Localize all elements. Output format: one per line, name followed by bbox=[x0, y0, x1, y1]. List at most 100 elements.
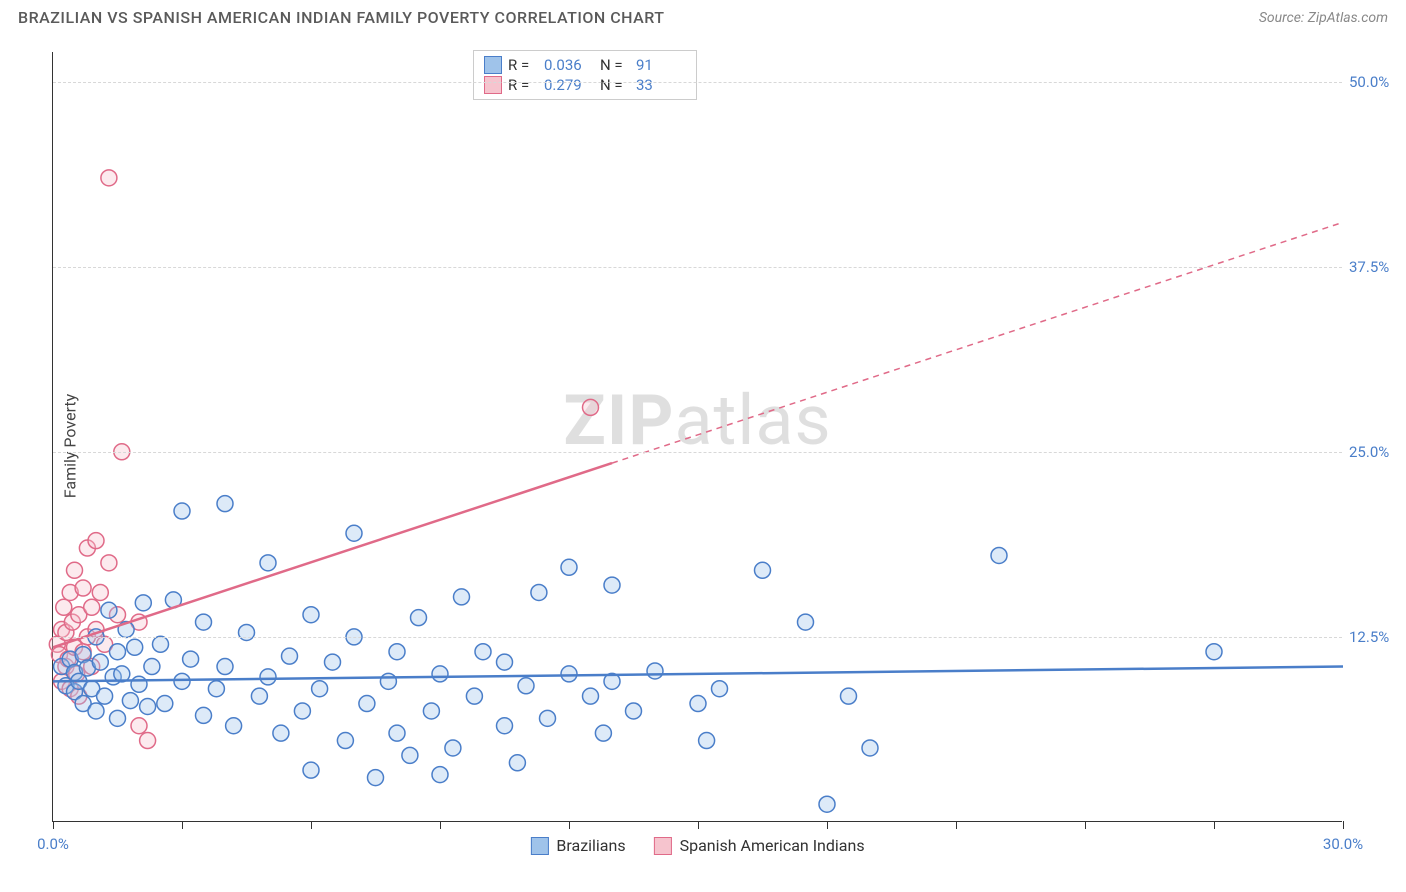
ytick-label: 12.5% bbox=[1349, 628, 1404, 646]
data-point bbox=[755, 562, 771, 578]
data-point bbox=[127, 639, 143, 655]
data-point bbox=[841, 688, 857, 704]
ytick-label: 37.5% bbox=[1349, 258, 1404, 276]
chart-title: BRAZILIAN VS SPANISH AMERICAN INDIAN FAM… bbox=[18, 8, 665, 27]
correlation-legend: R = 0.036 N = 91 R = 0.279 N = 33 bbox=[473, 50, 697, 100]
gridline bbox=[53, 452, 1342, 453]
ytick-label: 50.0% bbox=[1349, 73, 1404, 91]
data-point bbox=[196, 614, 212, 630]
data-point bbox=[518, 678, 534, 694]
data-point bbox=[217, 659, 233, 675]
data-point bbox=[101, 555, 117, 571]
data-point bbox=[531, 584, 547, 600]
gridline bbox=[53, 637, 1342, 638]
xtick bbox=[182, 821, 183, 829]
ytick-label: 25.0% bbox=[1349, 443, 1404, 461]
data-point bbox=[208, 681, 224, 697]
data-point bbox=[712, 681, 728, 697]
data-point bbox=[183, 651, 199, 667]
data-point bbox=[135, 595, 151, 611]
scatter-svg bbox=[53, 52, 1342, 821]
xtick bbox=[827, 821, 828, 829]
data-point bbox=[561, 559, 577, 575]
data-point bbox=[260, 669, 276, 685]
gridline bbox=[53, 82, 1342, 83]
data-point bbox=[303, 762, 319, 778]
data-point bbox=[699, 733, 715, 749]
trend-line bbox=[53, 667, 1343, 682]
data-point bbox=[97, 688, 113, 704]
data-point bbox=[862, 740, 878, 756]
data-point bbox=[239, 624, 255, 640]
xtick bbox=[1343, 821, 1344, 829]
data-point bbox=[583, 399, 599, 415]
data-point bbox=[110, 710, 126, 726]
data-point bbox=[157, 696, 173, 712]
data-point bbox=[140, 733, 156, 749]
data-point bbox=[67, 562, 83, 578]
legend-row-pink: R = 0.279 N = 33 bbox=[484, 75, 686, 95]
xtick bbox=[569, 821, 570, 829]
legend-label: Spanish American Indians bbox=[680, 836, 865, 855]
data-point bbox=[389, 725, 405, 741]
xtick bbox=[956, 821, 957, 829]
data-point bbox=[647, 663, 663, 679]
data-point bbox=[389, 644, 405, 660]
data-point bbox=[561, 666, 577, 682]
data-point bbox=[56, 599, 72, 615]
data-point bbox=[312, 681, 328, 697]
data-point bbox=[346, 525, 362, 541]
data-point bbox=[282, 648, 298, 664]
data-point bbox=[402, 747, 418, 763]
data-point bbox=[131, 676, 147, 692]
xtick bbox=[1214, 821, 1215, 829]
data-point bbox=[423, 703, 439, 719]
legend-row-blue: R = 0.036 N = 91 bbox=[484, 55, 686, 75]
data-point bbox=[1206, 644, 1222, 660]
data-point bbox=[690, 696, 706, 712]
data-point bbox=[251, 688, 267, 704]
swatch-blue-icon bbox=[530, 837, 548, 855]
data-point bbox=[174, 673, 190, 689]
data-point bbox=[411, 610, 427, 626]
data-point bbox=[84, 599, 100, 615]
legend-item-blue: Brazilians bbox=[530, 836, 625, 855]
data-point bbox=[432, 666, 448, 682]
data-point bbox=[110, 644, 126, 660]
data-point bbox=[174, 503, 190, 519]
data-point bbox=[583, 688, 599, 704]
xtick bbox=[53, 821, 54, 829]
chart-plot-area: ZIPatlas R = 0.036 N = 91 R = 0.279 N = … bbox=[52, 52, 1342, 822]
data-point bbox=[140, 699, 156, 715]
data-point bbox=[604, 577, 620, 593]
data-point bbox=[260, 555, 276, 571]
data-point bbox=[540, 710, 556, 726]
gridline bbox=[53, 267, 1342, 268]
data-point bbox=[626, 703, 642, 719]
data-point bbox=[196, 707, 212, 723]
data-point bbox=[273, 725, 289, 741]
legend-item-pink: Spanish American Indians bbox=[654, 836, 865, 855]
data-point bbox=[497, 654, 513, 670]
swatch-blue-icon bbox=[484, 56, 502, 74]
data-point bbox=[217, 496, 233, 512]
data-point bbox=[337, 733, 353, 749]
data-point bbox=[144, 659, 160, 675]
swatch-pink-icon bbox=[654, 837, 672, 855]
xtick bbox=[440, 821, 441, 829]
data-point bbox=[445, 740, 461, 756]
data-point bbox=[454, 589, 470, 605]
trend-line bbox=[612, 222, 1343, 463]
data-point bbox=[368, 770, 384, 786]
legend-label: Brazilians bbox=[556, 836, 625, 855]
xtick bbox=[311, 821, 312, 829]
data-point bbox=[88, 533, 104, 549]
xtick-label: 30.0% bbox=[1323, 835, 1363, 853]
xtick bbox=[1085, 821, 1086, 829]
data-point bbox=[595, 725, 611, 741]
data-point bbox=[101, 602, 117, 618]
data-point bbox=[475, 644, 491, 660]
data-point bbox=[88, 703, 104, 719]
data-point bbox=[991, 547, 1007, 563]
data-point bbox=[303, 607, 319, 623]
